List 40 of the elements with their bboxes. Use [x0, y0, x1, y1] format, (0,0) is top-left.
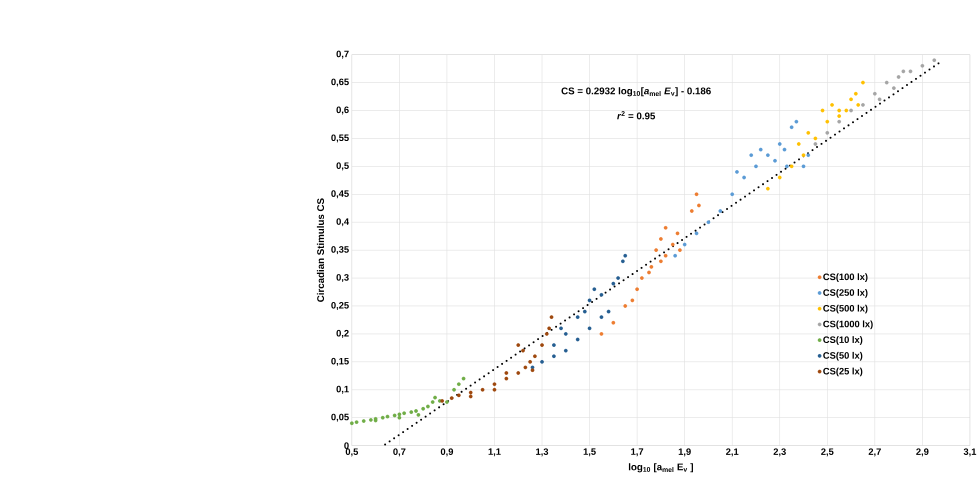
annotation: r$^{2}$ = 0.95 [617, 111, 656, 120]
x-tick-label: 3,1 [964, 448, 976, 456]
x-tick-label: 1,1 [488, 448, 501, 456]
y-tick-label: 0,1 [336, 386, 349, 394]
x-tick-label: 0,7 [393, 448, 406, 456]
y-tick-label: 0,4 [336, 218, 350, 226]
annotation: CS = 0.2932 log$_{10}$[a$_{mel}$ E$_{v}$] - 0.186 [562, 87, 711, 96]
x-tick-label: 2,5 [821, 448, 834, 456]
legend-label: CS(100 lx) [823, 273, 868, 282]
x-tick-label: 2,7 [868, 448, 881, 456]
y-tick-label: 0,25 [331, 302, 349, 310]
x-tick-label: 1,5 [584, 448, 596, 456]
x-tick-label: 0,9 [440, 448, 454, 456]
y-tick-label: 0,45 [331, 190, 349, 198]
y-tick-label: 0,55 [331, 134, 349, 142]
legend-label: CS(10 lx) [823, 336, 862, 345]
legend-label: CS(500 lx) [823, 304, 868, 314]
y-tick-label: 0,3 [336, 274, 349, 282]
x-tick-label: 2,3 [774, 448, 786, 456]
y-tick-label: 0,6 [336, 106, 349, 115]
y-tick-label: 0,05 [331, 414, 349, 422]
x-tick-label: 2,9 [916, 448, 929, 456]
y-tick-label: 0,5 [336, 162, 349, 170]
x-tick-label: 1,7 [631, 448, 644, 456]
legend-label: CS(250 lx) [823, 289, 868, 298]
legend-label: CS(1000 lx) [823, 320, 873, 330]
x-tick-label: 1,9 [678, 448, 691, 456]
y-tick-label: 0,2 [336, 330, 349, 338]
x-tick-label: 2,1 [726, 448, 738, 456]
y-axis-title: Circadian Stimulus CS [316, 198, 324, 302]
y-tick-label: 0,7 [336, 50, 349, 59]
x-tick-label: 0,5 [346, 448, 358, 456]
x-axis-title: log$_{10}$ [a$_{mel}$ E$_{v}$ ] [628, 463, 693, 472]
y-tick-label: 0,35 [331, 246, 349, 254]
y-tick-label: 0,15 [331, 358, 349, 366]
y-tick-label: 0 [344, 442, 349, 450]
y-tick-label: 0,65 [331, 78, 349, 87]
x-tick-label: 1,3 [536, 448, 548, 456]
legend-label: CS(25 lx) [823, 368, 862, 376]
legend-label: CS(50 lx) [823, 352, 862, 361]
